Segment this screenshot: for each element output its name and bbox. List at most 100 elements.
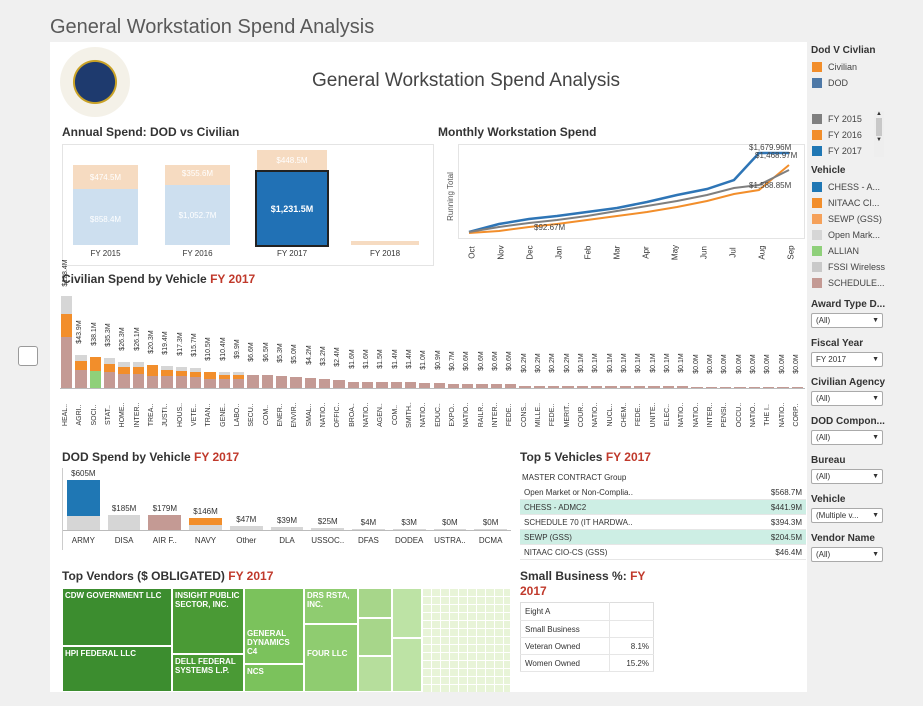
civ-bar[interactable] bbox=[691, 387, 703, 388]
table-row[interactable]: Women Owned 15.2% bbox=[520, 654, 654, 672]
civ-bar[interactable] bbox=[662, 386, 675, 388]
scroll-thumb[interactable] bbox=[876, 118, 882, 136]
civ-bar[interactable] bbox=[318, 378, 331, 388]
dod-bar[interactable] bbox=[311, 527, 345, 530]
vendor-four[interactable]: FOUR LLC bbox=[304, 624, 358, 692]
civ-bar[interactable] bbox=[447, 383, 460, 388]
legend-item-vehicle[interactable]: Open Mark... bbox=[812, 227, 918, 243]
civ-bar[interactable] bbox=[175, 367, 187, 388]
civ-bar[interactable] bbox=[677, 386, 689, 388]
table-row[interactable]: NITAAC CIO-CS (GSS) $46.4M bbox=[520, 544, 806, 560]
civ-bar[interactable] bbox=[146, 365, 159, 388]
legend-item-fy2016[interactable]: FY 2016 bbox=[812, 127, 918, 143]
civ-bar[interactable] bbox=[548, 385, 560, 388]
dod-bar[interactable] bbox=[433, 528, 467, 530]
civ-bar[interactable] bbox=[634, 386, 646, 388]
civ-bar[interactable] bbox=[720, 387, 732, 388]
civ-bar[interactable] bbox=[189, 368, 202, 388]
civ-bar[interactable] bbox=[763, 387, 775, 388]
civ-bar[interactable] bbox=[591, 386, 603, 388]
civ-bar[interactable] bbox=[376, 381, 388, 388]
civ-bar[interactable] bbox=[347, 381, 359, 388]
civ-bar[interactable] bbox=[132, 362, 144, 388]
civ-bar[interactable] bbox=[61, 296, 73, 388]
vendor-gd[interactable]: GENERAL DYNAMICS C4 bbox=[244, 588, 304, 664]
table-row[interactable]: Small Business bbox=[520, 620, 654, 638]
filter-civilian-agency-dropdown[interactable]: (All) ▼ bbox=[811, 391, 883, 406]
dod-bar[interactable] bbox=[67, 480, 100, 530]
legend-scrollbar[interactable]: ▲ ▼ bbox=[874, 111, 884, 157]
civ-bar[interactable] bbox=[648, 386, 660, 388]
civ-bar[interactable] bbox=[490, 384, 503, 388]
dod-bar[interactable] bbox=[352, 528, 385, 530]
civ-bar[interactable] bbox=[204, 371, 216, 388]
civ-bar[interactable] bbox=[75, 354, 87, 388]
legend-item-vehicle[interactable]: ALLIAN bbox=[812, 243, 918, 259]
legend-item-civilian[interactable]: Civilian bbox=[812, 59, 918, 75]
civ-bar[interactable] bbox=[519, 385, 531, 388]
civ-bar[interactable] bbox=[605, 386, 617, 388]
table-row[interactable]: Open Market or Non-Complia.. $568.7M bbox=[520, 485, 806, 500]
legend-item-fy2017[interactable]: FY 2017 bbox=[812, 143, 918, 159]
legend-item-vehicle[interactable]: FSSI Wireless bbox=[812, 259, 918, 275]
dod-bar[interactable] bbox=[107, 514, 141, 530]
civ-bar[interactable] bbox=[562, 385, 574, 388]
civ-bar[interactable] bbox=[103, 358, 116, 388]
civ-bar[interactable] bbox=[533, 385, 546, 388]
civ-bar[interactable] bbox=[247, 375, 259, 388]
civ-bar[interactable] bbox=[218, 371, 230, 388]
select-checkbox[interactable] bbox=[18, 346, 38, 366]
civ-bar[interactable] bbox=[705, 387, 718, 388]
dod-bar[interactable] bbox=[229, 526, 263, 530]
table-row[interactable]: Veteran Owned 8.1% bbox=[520, 637, 654, 655]
civ-bar[interactable] bbox=[404, 382, 417, 388]
civ-bar[interactable] bbox=[390, 382, 402, 388]
vendor-insight[interactable]: INSIGHT PUBLIC SECTOR, INC. bbox=[172, 588, 244, 654]
filter-vendor-name-dropdown[interactable]: (All) ▼ bbox=[811, 547, 883, 562]
civ-bar[interactable] bbox=[462, 384, 474, 388]
civ-bar[interactable] bbox=[433, 383, 445, 388]
civ-bar[interactable] bbox=[261, 375, 273, 388]
dod-bar[interactable] bbox=[474, 528, 507, 530]
civ-bar[interactable] bbox=[361, 381, 374, 388]
civ-bar[interactable] bbox=[275, 376, 288, 388]
annual-bar-dod-2017[interactable] bbox=[255, 170, 329, 247]
filter-dod-component-dropdown[interactable]: (All) ▼ bbox=[811, 430, 883, 445]
filter-vehicle-dropdown[interactable]: (Multiple v... ▼ bbox=[811, 508, 883, 523]
vendor-dell[interactable]: DELL FEDERAL SYSTEMS L.P. bbox=[172, 654, 244, 692]
vendor-cdw[interactable]: CDW GOVERNMENT LLC bbox=[62, 588, 172, 646]
vendor-ncs[interactable]: NCS bbox=[244, 664, 304, 692]
table-row[interactable]: SEWP (GSS) $204.5M bbox=[520, 529, 806, 545]
civ-bar[interactable] bbox=[476, 384, 488, 388]
civ-bar[interactable] bbox=[161, 365, 173, 388]
civ-bar[interactable] bbox=[118, 362, 130, 388]
table-row[interactable]: CHESS - ADMC2 $441.9M bbox=[520, 499, 806, 515]
civ-bar[interactable] bbox=[576, 386, 589, 388]
table-row[interactable]: Eight A bbox=[520, 602, 654, 621]
civ-bar[interactable] bbox=[333, 380, 345, 388]
filter-bureau-dropdown[interactable]: (All) ▼ bbox=[811, 469, 883, 484]
dod-bar[interactable] bbox=[392, 528, 426, 530]
legend-item-fy2015[interactable]: FY 2015 bbox=[812, 111, 918, 127]
table-row[interactable]: SCHEDULE 70 (IT HARDWA.. $394.3M bbox=[520, 514, 806, 530]
legend-item-vehicle[interactable]: NITAAC CI... bbox=[812, 195, 918, 211]
civ-bar[interactable] bbox=[777, 387, 789, 388]
civ-bar[interactable] bbox=[619, 386, 632, 388]
legend-item-vehicle[interactable]: CHESS - A... bbox=[812, 179, 918, 195]
civ-bar[interactable] bbox=[505, 384, 517, 388]
scroll-up-icon[interactable]: ▲ bbox=[876, 111, 882, 117]
legend-item-vehicle[interactable]: SEWP (GSS) bbox=[812, 211, 918, 227]
civ-bar[interactable] bbox=[748, 387, 760, 388]
scroll-down-icon[interactable]: ▼ bbox=[876, 137, 882, 143]
civ-bar[interactable] bbox=[419, 382, 431, 388]
legend-item-dod[interactable]: DOD bbox=[812, 75, 918, 91]
civ-bar[interactable] bbox=[232, 372, 245, 388]
dod-bar[interactable] bbox=[148, 515, 182, 530]
vendor-drs[interactable]: DRS RSTA, INC. bbox=[304, 588, 358, 624]
dod-bar[interactable] bbox=[189, 517, 222, 530]
civ-bar[interactable] bbox=[734, 387, 746, 388]
legend-item-vehicle[interactable]: SCHEDULE... bbox=[812, 275, 918, 291]
vendor-hpi[interactable]: HPI FEDERAL LLC bbox=[62, 646, 172, 692]
civ-bar[interactable] bbox=[791, 387, 803, 388]
dod-bar[interactable] bbox=[270, 526, 304, 530]
